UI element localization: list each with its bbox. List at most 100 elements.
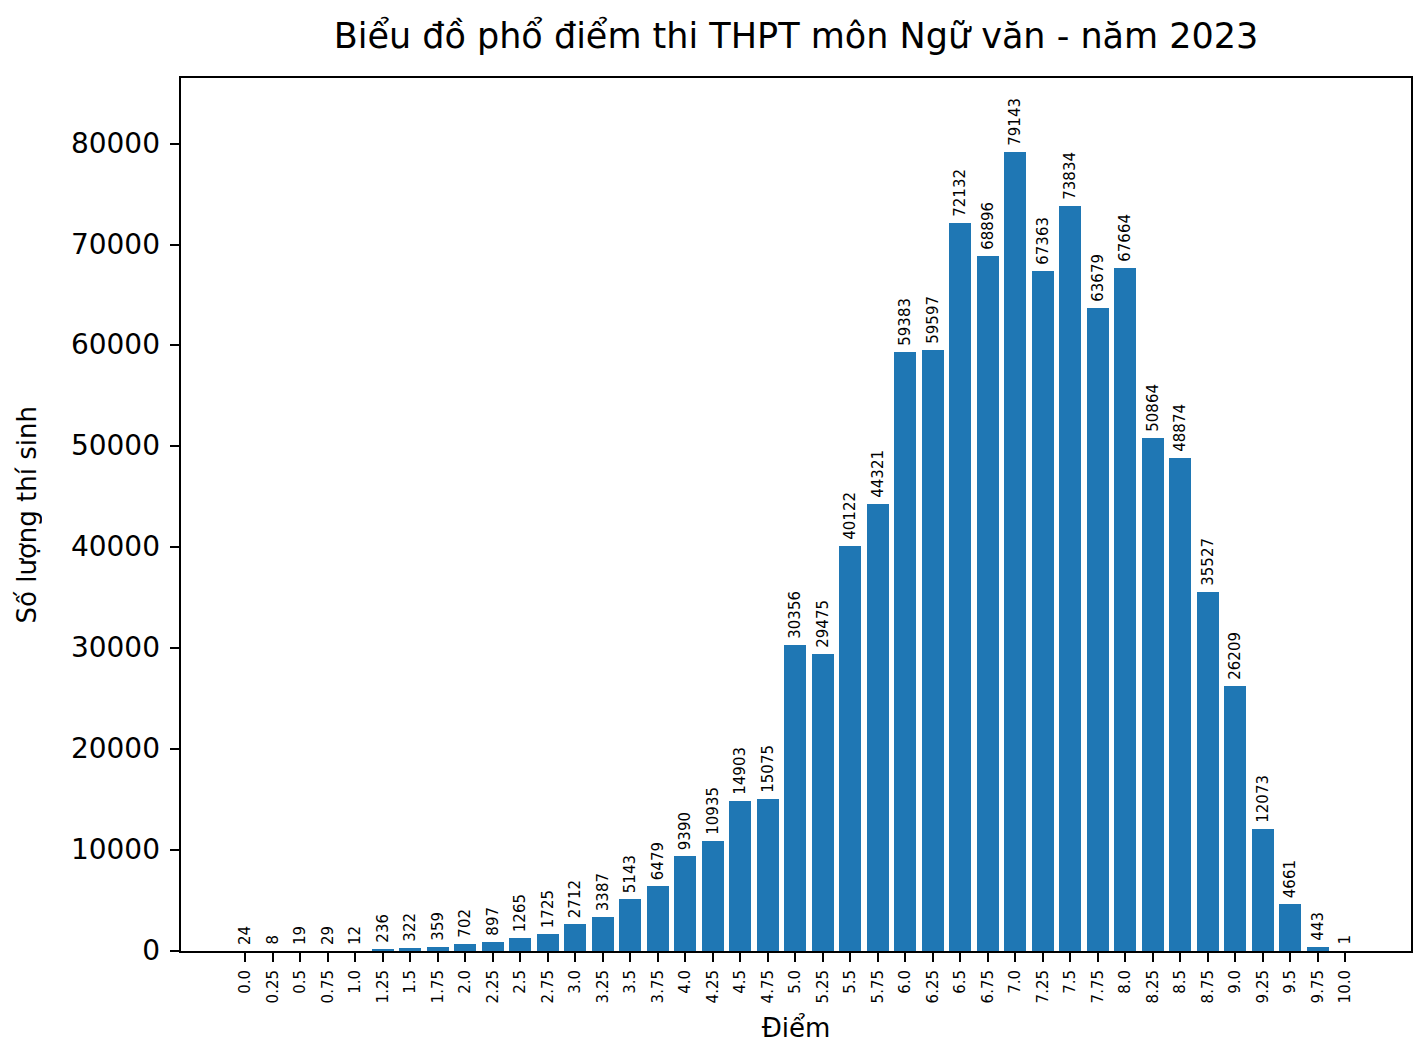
x-tick-label: 9.5 <box>1283 970 1298 994</box>
bar-value-label: 15075 <box>760 745 775 793</box>
x-axis-tick <box>932 953 934 962</box>
y-axis-tick <box>170 244 179 246</box>
y-tick-label: 80000 <box>71 129 160 159</box>
bar <box>1169 458 1191 951</box>
bar <box>564 924 586 951</box>
x-axis-tick <box>272 953 274 962</box>
bar <box>1279 904 1301 951</box>
y-axis-tick <box>170 647 179 649</box>
x-tick-label: 5.75 <box>870 970 885 1003</box>
bar <box>1224 686 1246 951</box>
x-axis-tick <box>712 953 714 962</box>
bar <box>537 934 559 951</box>
bar <box>839 546 861 951</box>
bar <box>1114 268 1136 951</box>
x-tick-label: 3.75 <box>650 970 665 1003</box>
x-tick-label: 5.25 <box>815 970 830 1003</box>
x-tick-label: 8.0 <box>1118 970 1133 994</box>
x-axis-tick <box>1152 953 1154 962</box>
x-axis-tick <box>1069 953 1071 962</box>
y-axis-tick <box>170 344 179 346</box>
bar-value-label: 4661 <box>1283 860 1298 898</box>
bar-value-label: 702 <box>458 909 473 938</box>
bar-value-label: 72132 <box>953 169 968 217</box>
x-tick-label: 0.5 <box>293 970 308 994</box>
bar-value-label: 14903 <box>733 747 748 795</box>
bar-value-label: 63679 <box>1090 254 1105 302</box>
bar-value-label: 5143 <box>623 855 638 893</box>
bar-value-label: 10935 <box>705 787 720 835</box>
figure: Biểu đồ phổ điểm thi THPT môn Ngữ văn - … <box>0 0 1424 1057</box>
bar <box>922 350 944 951</box>
x-tick-label: 7.25 <box>1035 970 1050 1003</box>
bar-value-label: 236 <box>375 914 390 943</box>
bar <box>482 942 504 951</box>
x-tick-label: 9.0 <box>1228 970 1243 994</box>
x-axis-tick <box>1097 953 1099 962</box>
y-axis-tick <box>170 849 179 851</box>
x-tick-label: 6.5 <box>953 970 968 994</box>
x-axis-tick <box>987 953 989 962</box>
bar <box>1004 152 1026 951</box>
x-tick-label: 5.5 <box>843 970 858 994</box>
x-axis-tick <box>354 953 356 962</box>
bar <box>674 856 696 951</box>
x-tick-label: 2.0 <box>458 970 473 994</box>
bar-value-label: 68896 <box>980 202 995 250</box>
bar-value-label: 8 <box>265 935 280 945</box>
chart-title: Biểu đồ phổ điểm thi THPT môn Ngữ văn - … <box>179 16 1413 56</box>
bar-value-label: 29475 <box>815 600 830 648</box>
bar-value-label: 443 <box>1310 912 1325 941</box>
x-axis-tick <box>849 953 851 962</box>
x-tick-label: 3.0 <box>568 970 583 994</box>
bar-value-label: 79143 <box>1008 98 1023 146</box>
bar <box>372 949 394 951</box>
bar-value-label: 1265 <box>513 894 528 932</box>
bar <box>784 645 806 951</box>
x-axis-tick <box>492 953 494 962</box>
bar <box>647 886 669 951</box>
x-tick-label: 10.0 <box>1338 970 1353 1003</box>
y-tick-label: 10000 <box>71 835 160 865</box>
y-tick-label: 50000 <box>71 431 160 461</box>
x-tick-label: 8.75 <box>1200 970 1215 1003</box>
x-axis-tick <box>657 953 659 962</box>
y-tick-label: 60000 <box>71 330 160 360</box>
bar-value-label: 35527 <box>1200 538 1215 586</box>
x-tick-label: 0.0 <box>238 970 253 994</box>
x-tick-label: 9.25 <box>1255 970 1270 1003</box>
x-tick-label: 4.5 <box>733 970 748 994</box>
x-axis-tick <box>877 953 879 962</box>
bar-value-label: 59383 <box>898 298 913 346</box>
x-axis-tick <box>1317 953 1319 962</box>
y-tick-label: 40000 <box>71 532 160 562</box>
x-axis-tick <box>1207 953 1209 962</box>
x-axis-tick <box>1179 953 1181 962</box>
x-axis-tick <box>1234 953 1236 962</box>
bar-value-label: 29 <box>320 926 335 945</box>
x-tick-label: 4.25 <box>705 970 720 1003</box>
bar <box>1252 829 1274 951</box>
x-tick-label: 1.75 <box>430 970 445 1003</box>
x-tick-label: 3.25 <box>595 970 610 1003</box>
x-axis-tick <box>822 953 824 962</box>
bar-value-label: 1725 <box>540 890 555 928</box>
x-axis-tick <box>574 953 576 962</box>
bar-value-label: 3387 <box>595 873 610 911</box>
bar <box>702 841 724 951</box>
x-axis-tick <box>519 953 521 962</box>
bar <box>1059 206 1081 951</box>
x-tick-label: 7.5 <box>1063 970 1078 994</box>
y-tick-label: 70000 <box>71 230 160 260</box>
bar-value-label: 897 <box>485 907 500 936</box>
bar-value-label: 12073 <box>1255 775 1270 823</box>
bar <box>454 944 476 951</box>
y-axis-label: Số lượng thí sinh <box>14 406 40 623</box>
x-axis-tick <box>1344 953 1346 962</box>
x-axis-tick <box>244 953 246 962</box>
x-axis-tick <box>684 953 686 962</box>
bar-value-label: 2712 <box>568 880 583 918</box>
x-axis-tick <box>1124 953 1126 962</box>
plot-area: 0100002000030000400005000060000700008000… <box>179 76 1413 953</box>
x-axis-tick <box>464 953 466 962</box>
